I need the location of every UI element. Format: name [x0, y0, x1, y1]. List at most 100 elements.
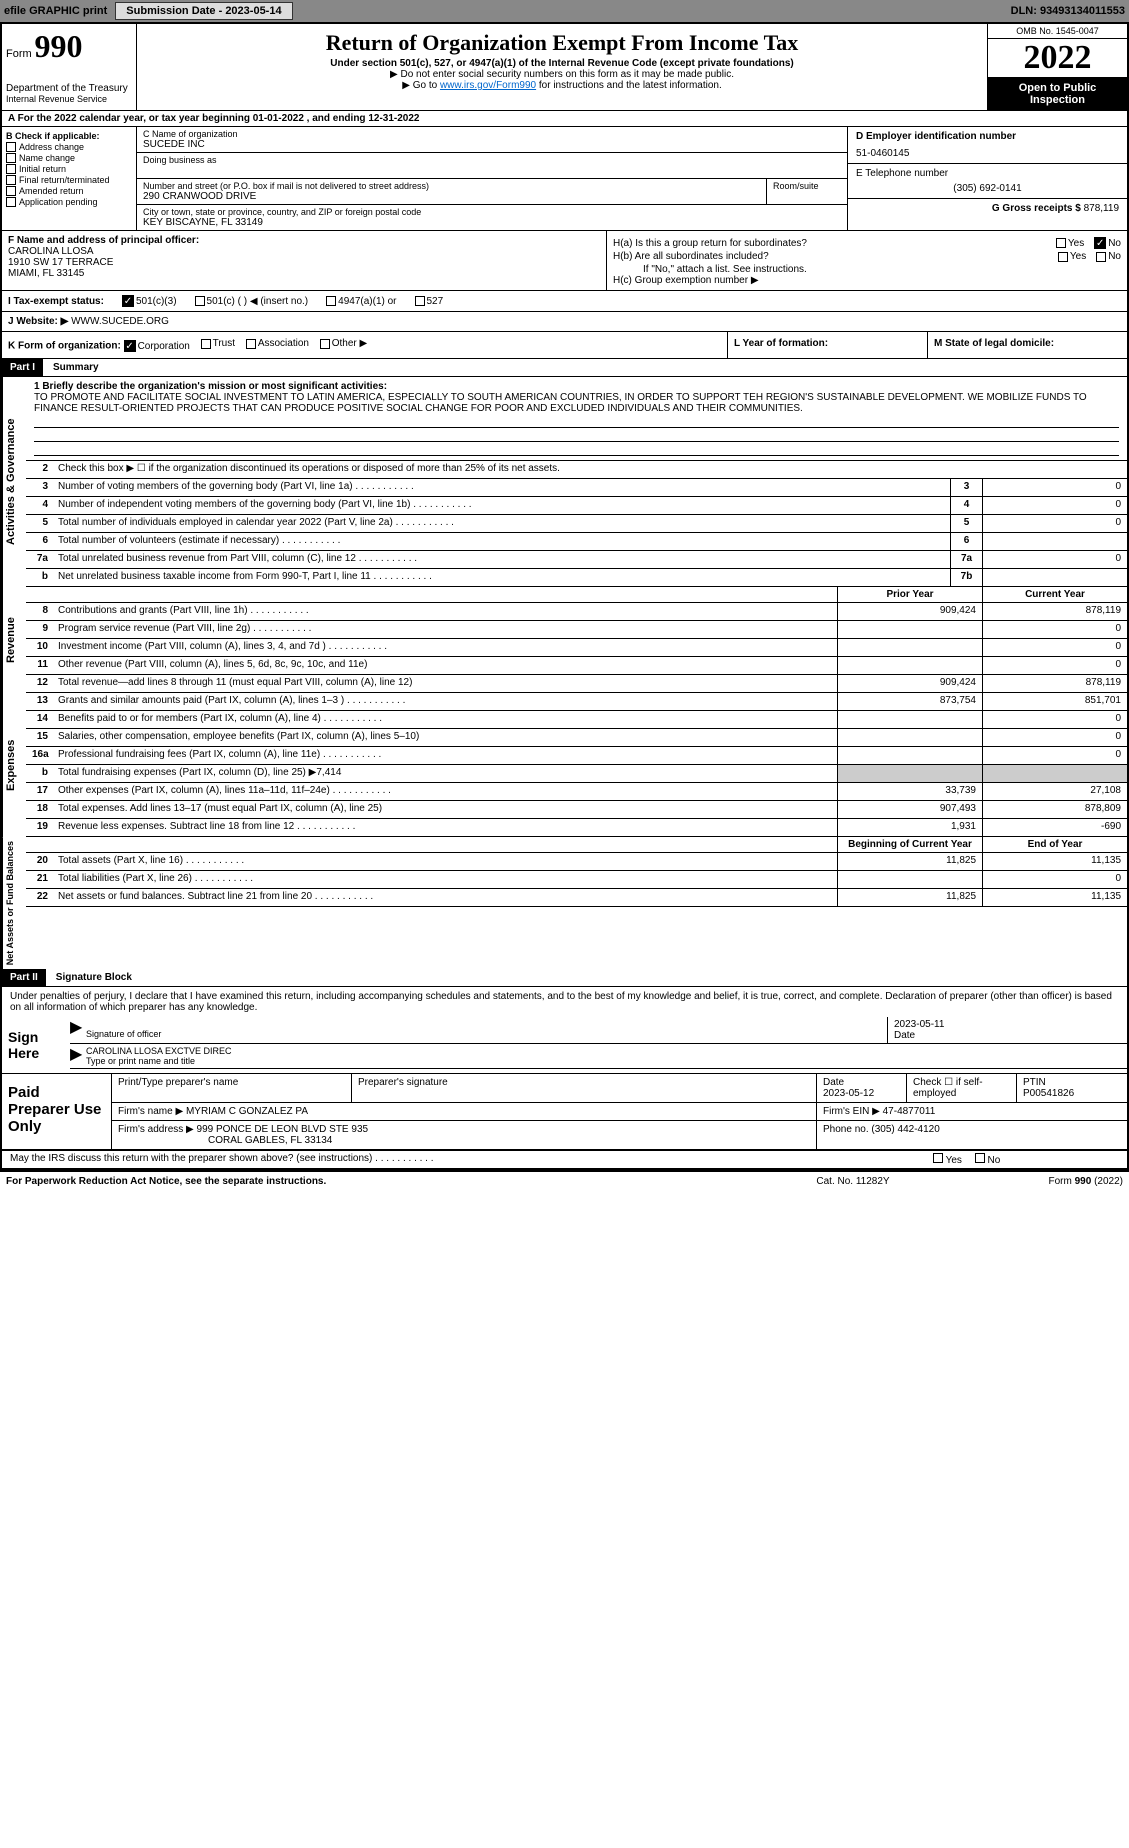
e-label: E Telephone number [856, 168, 1119, 179]
line-7a: Total unrelated business revenue from Pa… [54, 551, 950, 568]
val-17c: 27,108 [982, 783, 1127, 800]
note-link-row: ▶ Go to www.irs.gov/Form990 for instruct… [143, 80, 981, 91]
chk-trust[interactable] [201, 339, 211, 349]
dept-label: Department of the Treasury [6, 83, 132, 94]
irs-label: Internal Revenue Service [6, 94, 132, 104]
chk-app-pending[interactable] [6, 197, 16, 207]
submission-date-button[interactable]: Submission Date - 2023-05-14 [115, 2, 292, 20]
lbl-address-change: Address change [19, 142, 84, 152]
val-9c: 0 [982, 621, 1127, 638]
chk-corp-checked[interactable]: ✓ [124, 340, 136, 352]
irs-link[interactable]: www.irs.gov/Form990 [440, 80, 536, 91]
firm-phone-label: Phone no. [823, 1124, 869, 1135]
chk-address-change[interactable] [6, 142, 16, 152]
line-9: Program service revenue (Part VIII, line… [54, 621, 837, 638]
lbl-initial-return: Initial return [19, 164, 66, 174]
hb-yes[interactable] [1058, 252, 1068, 262]
paid-selfemp: Check ☐ if self-employed [907, 1074, 1017, 1102]
m-label: M State of legal domicile: [934, 338, 1054, 349]
l-label: L Year of formation: [734, 338, 828, 349]
firm-ein: 47-4877011 [883, 1106, 936, 1117]
section-bcdeg: B Check if applicable: Address change Na… [2, 127, 1127, 231]
i-label: I Tax-exempt status: [8, 296, 104, 307]
val-18c: 878,809 [982, 801, 1127, 818]
chk-4947[interactable] [326, 296, 336, 306]
year-box: OMB No. 1545-0047 2022 Open to Public In… [987, 24, 1127, 110]
officer-name: CAROLINA LLOSA [8, 246, 600, 257]
sig-name-label: Type or print name and title [86, 1056, 1125, 1066]
sign-here-label: Sign Here [2, 1017, 62, 1073]
firm-addr2: CORAL GABLES, FL 33134 [118, 1135, 810, 1146]
line-14: Benefits paid to or for members (Part IX… [54, 711, 837, 728]
revenue-section: Revenue Prior YearCurrent Year 8Contribu… [2, 587, 1127, 693]
expenses-section: Expenses 13Grants and similar amounts pa… [2, 693, 1127, 837]
val-22b: 11,825 [837, 889, 982, 906]
form-title: Return of Organization Exempt From Incom… [143, 30, 981, 56]
paid-ptin: P00541826 [1023, 1088, 1121, 1099]
firm-addr-label: Firm's address ▶ [118, 1124, 194, 1135]
footer-left: For Paperwork Reduction Act Notice, see … [6, 1176, 763, 1187]
col-end: End of Year [982, 837, 1127, 852]
chk-name-change[interactable] [6, 153, 16, 163]
form-number: 990 [34, 28, 82, 64]
line-11: Other revenue (Part VIII, column (A), li… [54, 657, 837, 674]
g-label: G Gross receipts $ [992, 203, 1081, 214]
part2-title: Signature Block [46, 970, 142, 985]
discuss-yes[interactable] [933, 1153, 943, 1163]
val-13p: 873,754 [837, 693, 982, 710]
section-klm: K Form of organization: ✓ Corporation Tr… [2, 332, 1127, 359]
val-16bc-shaded [982, 765, 1127, 782]
val-8p: 909,424 [837, 603, 982, 620]
hb-label: H(b) Are all subordinates included? [613, 251, 769, 262]
section-j: J Website: ▶ WWW.SUCEDE.ORG [2, 312, 1127, 332]
section-i-tax-status: I Tax-exempt status: ✓ 501(c)(3) 501(c) … [2, 291, 1127, 312]
line-21: Total liabilities (Part X, line 26) [54, 871, 837, 888]
governance-section: Activities & Governance 1 Briefly descri… [2, 377, 1127, 587]
c-label: C Name of organization [143, 129, 841, 139]
netassets-section: Net Assets or Fund Balances Beginning of… [2, 837, 1127, 969]
chk-final-return[interactable] [6, 175, 16, 185]
chk-initial-return[interactable] [6, 164, 16, 174]
chk-assoc[interactable] [246, 339, 256, 349]
chk-501c[interactable] [195, 296, 205, 306]
sig-date-label: Date [894, 1030, 1121, 1041]
mission-text: TO PROMOTE AND FACILITATE SOCIAL INVESTM… [34, 392, 1119, 414]
line-20: Total assets (Part X, line 16) [54, 853, 837, 870]
chk-527[interactable] [415, 296, 425, 306]
col-begin: Beginning of Current Year [837, 837, 982, 852]
chk-other[interactable] [320, 339, 330, 349]
phone-value: (305) 692-0141 [856, 183, 1119, 194]
footer-cat: Cat. No. 11282Y [763, 1176, 943, 1187]
line-5: Total number of individuals employed in … [54, 515, 950, 532]
city-label: City or town, state or province, country… [143, 207, 841, 217]
val-13c: 851,701 [982, 693, 1127, 710]
tax-year: 2022 [988, 39, 1127, 78]
hb-note: If "No," attach a list. See instructions… [613, 264, 1121, 275]
title-block: Return of Organization Exempt From Incom… [137, 24, 987, 110]
chk-501c3-checked[interactable]: ✓ [122, 295, 134, 307]
ha-no-checked[interactable]: ✓ [1094, 237, 1106, 249]
line-2: Check this box ▶ ☐ if the organization d… [54, 461, 1127, 478]
discuss-no[interactable] [975, 1153, 985, 1163]
chk-amended[interactable] [6, 186, 16, 196]
ha-yes[interactable] [1056, 238, 1066, 248]
addr-label: Number and street (or P.O. box if mail i… [143, 181, 760, 191]
ein-value: 51-0460145 [856, 148, 1119, 159]
org-name: SUCEDE INC [143, 139, 841, 150]
val-3: 0 [982, 479, 1127, 496]
val-7a: 0 [982, 551, 1127, 568]
penalty-text: Under penalties of perjury, I declare th… [2, 987, 1127, 1017]
website-value: WWW.SUCEDE.ORG [71, 316, 169, 327]
hb-no[interactable] [1096, 252, 1106, 262]
val-20e: 11,135 [982, 853, 1127, 870]
line-16a: Professional fundraising fees (Part IX, … [54, 747, 837, 764]
vtab-revenue: Revenue [2, 587, 26, 693]
arrow-icon: ▶ [70, 1017, 84, 1043]
val-15c: 0 [982, 729, 1127, 746]
val-7b [982, 569, 1127, 586]
form-word: Form [6, 48, 32, 60]
org-address: 290 CRANWOOD DRIVE [143, 191, 760, 202]
row-a-period: A For the 2022 calendar year, or tax yea… [2, 111, 1127, 127]
val-21b [837, 871, 982, 888]
line-7b: Net unrelated business taxable income fr… [54, 569, 950, 586]
